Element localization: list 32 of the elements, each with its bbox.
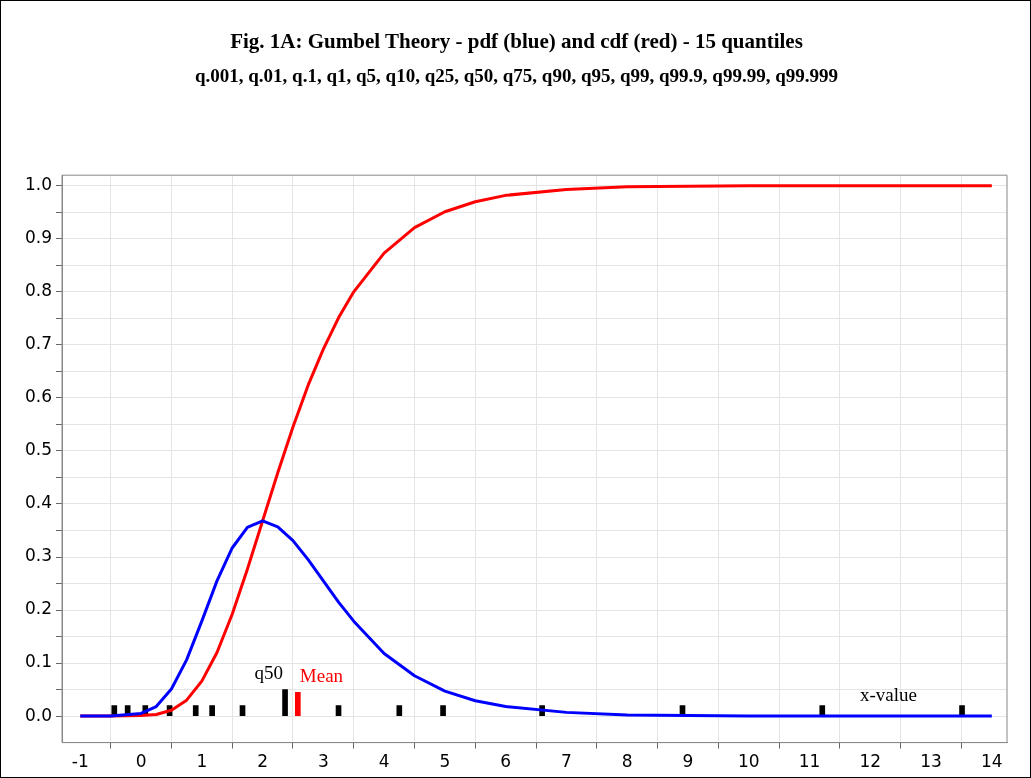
x-tick-label: 10 [737,751,760,772]
y-tick-label: 0.1 [24,651,53,672]
x-tick-label: 5 [439,751,451,772]
x-tick-label: 3 [317,751,329,772]
x-tick-label: 6 [500,751,512,772]
chart-title: Fig. 1A: Gumbel Theory - pdf (blue) and cdf (red) - 15 quantiles [229,29,804,54]
y-tick-label: 0.2 [24,598,53,619]
y-tick-label: 0.4 [24,492,53,513]
y-tick-label: 0.8 [24,280,53,301]
y-tick-label: 0.6 [24,386,53,407]
chart-subtitle: q.001, q.01, q.1, q1, q5, q10, q25, q50, q75, q90, q95, q99, q99.9, q99.99, q99.999 [194,65,839,87]
x-tick-label: 14 [980,751,1003,772]
x-tick-label: 0 [135,751,147,772]
y-tick-label: 0.3 [24,545,53,566]
x-tick-label: -1 [71,751,89,772]
x-tick-label: 9 [682,751,694,772]
x-tick-label: 4 [378,751,390,772]
y-tick-label: 0.0 [24,704,53,725]
annotation: q50 [254,662,284,684]
x-tick-label: 7 [561,751,572,772]
x-tick-label: 11 [798,751,821,772]
y-tick-label: 0.5 [24,439,53,460]
x-tick-label: 13 [920,751,942,772]
x-tick-label: 2 [257,751,268,772]
x-tick-label: 1 [196,751,208,772]
y-tick-label: 0.9 [24,227,53,248]
x-axis-title: x-value [860,683,917,705]
y-tick-label: 0.7 [24,333,53,354]
x-tick-label: 12 [859,751,882,772]
annotation: Mean [299,664,344,686]
y-tick-label: 1.0 [24,174,53,195]
x-tick-label: 8 [621,751,633,772]
